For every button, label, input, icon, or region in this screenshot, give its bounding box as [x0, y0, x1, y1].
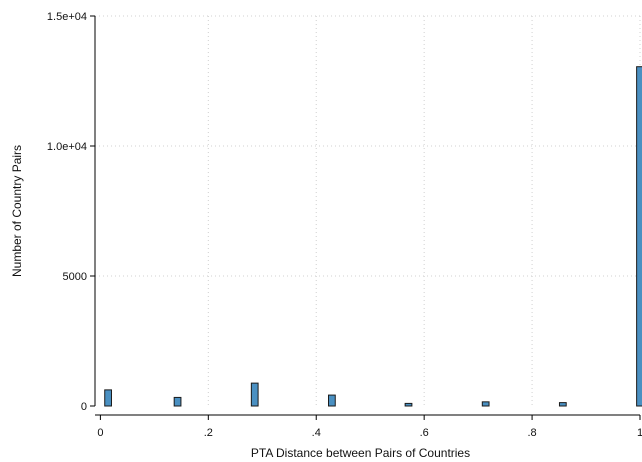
- histogram-bar: [481, 401, 490, 407]
- bars: [104, 66, 642, 407]
- y-axis-title: Number of Country Pairs: [10, 145, 24, 277]
- y-tick-label: 5000: [63, 271, 87, 283]
- y-axis-ticks: 0 5000 1.0e+04 1.5e+04: [47, 11, 95, 413]
- x-tick-label: 1: [637, 427, 642, 439]
- x-tick-label: .8: [527, 427, 536, 439]
- histogram-bar: [104, 389, 112, 407]
- x-tick-label: 0: [97, 427, 103, 439]
- y-tick-label: 1.5e+04: [47, 11, 87, 23]
- histogram-bar: [636, 66, 642, 407]
- x-tick-label: .2: [204, 427, 213, 439]
- histogram-bar: [328, 394, 336, 407]
- histogram-bar: [558, 402, 567, 407]
- x-axis-title: PTA Distance between Pairs of Countries: [251, 446, 470, 460]
- x-axis-ticks: 0 .2 .4 .6 .8 1: [97, 415, 642, 439]
- histogram-bar: [173, 396, 182, 407]
- x-tick-label: .4: [312, 427, 321, 439]
- histogram-bar: [404, 402, 413, 407]
- grid-lines: [95, 15, 641, 406]
- histogram-bar: [250, 382, 259, 407]
- y-tick-label: 0: [81, 401, 87, 413]
- x-tick-label: .6: [420, 427, 429, 439]
- y-tick-label: 1.0e+04: [47, 141, 87, 153]
